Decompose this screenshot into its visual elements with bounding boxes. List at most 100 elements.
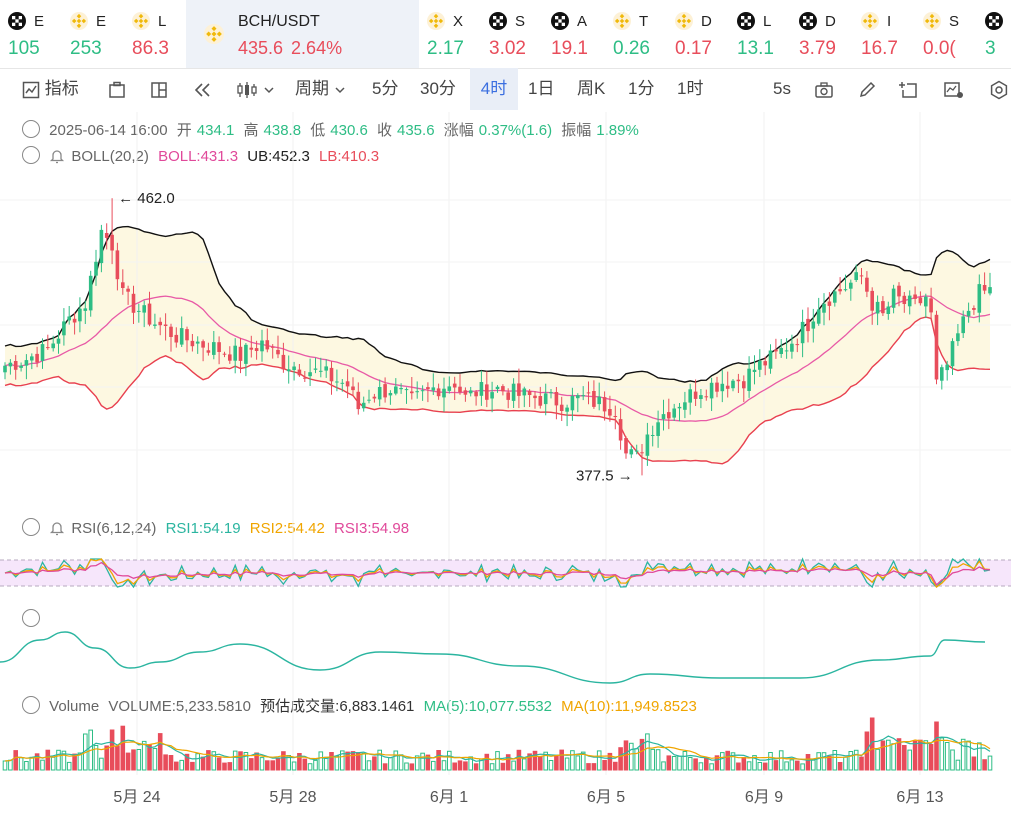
volume-bar [730,752,736,771]
ticker-symbol: S [949,13,960,30]
collapse-icon[interactable] [22,518,40,536]
volume-bar [232,750,238,771]
volume-bar [152,748,158,771]
ticker-item[interactable]: L 13.1 [729,0,791,68]
candle-body [163,324,168,326]
bell-icon[interactable] [49,520,65,536]
ticker-item[interactable]: S 3.02 [481,0,543,68]
candle-body [404,389,409,391]
bell-icon[interactable] [49,148,65,164]
candle-body [945,364,949,371]
volume-bar [40,759,45,771]
interval-30m[interactable]: 30分 [420,79,456,98]
ticker-price: 3 [985,38,996,59]
volume-bar [18,757,24,771]
interval-1m[interactable]: 1分 [628,79,655,98]
ticker-item[interactable]: E 253 [62,0,124,68]
volume-bar [548,760,554,771]
volume-bar [366,760,372,771]
volume-bar [687,757,693,771]
collapse-icon[interactable] [22,146,40,164]
interval-1h[interactable]: 1时 [677,79,704,98]
candle-body [452,383,457,388]
volume-bar [34,753,40,771]
interval-1w[interactable]: 周K [577,79,606,98]
ticker-item[interactable]: L 86.3 [124,0,186,68]
ticker-item[interactable]: 3 [977,0,1011,68]
volume-bar [115,745,120,771]
candle-body [950,341,955,367]
collapse-icon[interactable] [22,120,40,138]
volume-bar [923,740,929,771]
expand-icon[interactable] [22,609,40,627]
candle-body [174,334,179,343]
candle-body [276,349,280,355]
volume-bar [109,729,115,771]
candle-body [30,356,34,361]
indicator-collapsed-toggle[interactable] [22,609,45,628]
volume-bar [216,757,222,771]
ticker-item[interactable]: BCH/USDT 435.6 2.64% [186,0,419,68]
interval-4h[interactable]: 4时 [470,68,518,110]
ticker-item[interactable]: S 0.0( [915,0,977,68]
candle-body [356,391,361,410]
ticker-item[interactable]: D 0.17 [667,0,729,68]
volume-bar [56,749,61,771]
template-button[interactable] [108,68,126,110]
candle-body [147,303,152,325]
amplitude-value: 1.89% [596,122,639,139]
ticker-item[interactable]: I 16.7 [853,0,915,68]
volume-bar [436,750,441,771]
volume-bar [869,717,875,771]
settings-button[interactable] [989,68,1009,110]
chart-settings-button[interactable] [943,68,965,110]
interval-5m[interactable]: 5分 [372,79,399,98]
volume-bar [281,751,286,771]
volume-bar [141,740,147,771]
candle-body [838,289,842,292]
candle-body [758,360,762,370]
volume-bar [960,738,966,771]
candle-body [597,396,601,405]
collapse-icon[interactable] [22,696,40,714]
candle-body [137,310,141,312]
indicator-button[interactable]: 指标 [22,68,79,110]
screenshot-button[interactable] [814,68,834,110]
volume-bar [83,733,88,771]
ticker-item[interactable]: T 0.26 [605,0,667,68]
candle-body [693,391,698,399]
volume-bar [511,760,516,771]
ticker-price: 3.79 [799,38,836,59]
period-label: 周期 [295,79,329,98]
candle-body [752,369,757,372]
ticker-item[interactable]: A 19.1 [543,0,605,68]
refresh-interval[interactable]: 5s [773,79,791,98]
boll-legend: BOLL(20,2) BOLL:431.3 UB:452.3 LB:410.3 [22,146,384,165]
layout-button[interactable] [150,68,168,110]
add-chart-button[interactable] [898,68,918,110]
chart-type-dropdown[interactable] [236,68,275,110]
candle-body [367,399,371,401]
period-dropdown[interactable]: 周期 [295,68,346,110]
ticker-item[interactable]: D 3.79 [791,0,853,68]
ticker-item[interactable]: X 2.17 [419,0,481,68]
replay-button[interactable] [193,68,213,110]
okx-icon [799,12,817,30]
draw-button[interactable] [858,68,876,110]
volume-bar [447,750,452,771]
boll-lb-value: LB:410.3 [319,148,380,165]
candle-body [977,284,982,313]
candle-body [67,316,71,321]
ticker-item[interactable]: E 105 [0,0,62,68]
candle-body [131,293,136,313]
volume-bar [168,755,174,771]
volume-bar [323,756,329,771]
ticker-symbol: BCH/USDT [238,13,320,30]
candle-body [629,449,634,455]
volume-bar [500,762,506,771]
volume-bar [29,756,35,771]
volume-bar [206,750,211,771]
candle-body [490,392,494,399]
interval-1d[interactable]: 1日 [528,79,555,98]
candle-body [902,295,907,304]
